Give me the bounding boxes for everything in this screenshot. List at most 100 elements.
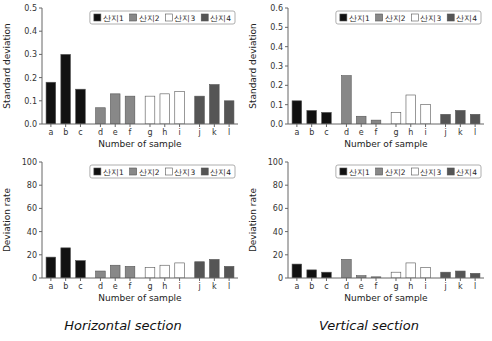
panel: 0.00.10.20.30.40.5abcdefghijklNumber of … xyxy=(2,4,238,149)
x-tick-label: j xyxy=(443,128,446,137)
y-tick-label: 0 xyxy=(32,274,37,283)
y-axis xyxy=(42,162,43,278)
x-tick-label: g xyxy=(147,128,152,137)
bar xyxy=(224,101,234,124)
x-axis xyxy=(42,278,238,279)
legend-swatch xyxy=(94,14,101,21)
legend-label: 산지1 xyxy=(349,168,370,177)
bar xyxy=(61,248,71,278)
legend-item: 산지2 xyxy=(130,168,160,177)
legend-box xyxy=(90,11,235,24)
x-tick-label: b xyxy=(309,282,314,291)
x-tick xyxy=(346,124,347,127)
x-tick xyxy=(475,278,476,281)
y-tick-label: 0.6 xyxy=(270,4,283,13)
x-tick xyxy=(130,278,131,281)
legend-item: 산지3 xyxy=(165,168,195,177)
x-tick-label: c xyxy=(324,128,328,137)
bars xyxy=(292,76,480,124)
x-tick-label: h xyxy=(408,128,413,137)
x-tick xyxy=(130,124,131,127)
y-tick-label: 80 xyxy=(27,181,37,190)
y-tick-label: 0.1 xyxy=(270,101,283,110)
bar xyxy=(145,96,155,124)
bar xyxy=(421,105,431,124)
x-tick xyxy=(214,278,215,281)
figure: 0.00.10.20.30.40.5abcdefghijklNumber of … xyxy=(0,0,492,341)
section-title: Horizontal section xyxy=(64,318,181,333)
x-tick xyxy=(80,278,81,281)
x-tick-label: d xyxy=(344,128,349,137)
legend-item: 산지1 xyxy=(94,168,124,177)
x-tick-label: l xyxy=(474,282,476,291)
x-tick xyxy=(376,124,377,127)
y-axis xyxy=(288,8,289,124)
bar xyxy=(210,259,220,278)
bar xyxy=(456,110,466,124)
x-tick-label: k xyxy=(458,282,463,291)
y-tick-label: 0.2 xyxy=(24,74,37,83)
bars xyxy=(46,248,234,278)
bar xyxy=(76,89,86,124)
y-tick-label: 100 xyxy=(268,158,283,167)
legend-label: 산지3 xyxy=(174,168,195,177)
legend-item: 산지2 xyxy=(130,14,160,23)
x-tick xyxy=(361,278,362,281)
x-tick xyxy=(115,278,116,281)
x-tick xyxy=(50,278,51,281)
x-tick xyxy=(296,124,297,127)
x-tick-label: e xyxy=(359,282,364,291)
x-tick-label: g xyxy=(393,128,398,137)
y-tick-label: 0.1 xyxy=(24,97,37,106)
x-tick-label: l xyxy=(228,282,230,291)
y-tick-label: 20 xyxy=(27,251,37,260)
legend-label: 산지2 xyxy=(139,14,160,23)
legend-label: 산지4 xyxy=(456,14,477,23)
x-tick-label: k xyxy=(212,282,217,291)
x-tick xyxy=(229,278,230,281)
x-tick-label: a xyxy=(294,128,299,137)
legend-swatch xyxy=(411,14,418,21)
legend-swatch xyxy=(165,168,172,175)
bar xyxy=(441,114,451,124)
legend-label: 산지2 xyxy=(385,14,406,23)
x-tick xyxy=(410,124,411,127)
x-tick xyxy=(425,124,426,127)
bar xyxy=(61,54,71,124)
x-tick xyxy=(149,278,150,281)
y-tick-label: 40 xyxy=(27,228,37,237)
legend: 산지1산지2산지3산지4 xyxy=(336,165,481,178)
y-tick-label: 0.0 xyxy=(270,120,283,129)
x-tick-label: h xyxy=(162,282,167,291)
x-axis-label: Number of sample xyxy=(344,139,428,149)
legend-label: 산지4 xyxy=(210,14,231,23)
legend-label: 산지3 xyxy=(174,14,195,23)
x-tick xyxy=(361,124,362,127)
y-axis-label: Deviation rate xyxy=(248,187,258,252)
bar xyxy=(224,266,234,278)
legend-swatch xyxy=(411,168,418,175)
bar xyxy=(96,108,106,124)
legend-label: 산지1 xyxy=(349,14,370,23)
legend-swatch xyxy=(376,168,383,175)
x-tick xyxy=(80,124,81,127)
bar xyxy=(322,112,332,124)
x-tick xyxy=(445,124,446,127)
legend-label: 산지4 xyxy=(210,168,231,177)
legend-item: 산지2 xyxy=(376,14,406,23)
x-tick xyxy=(475,124,476,127)
y-axis xyxy=(42,8,43,124)
x-tick-label: d xyxy=(344,282,349,291)
x-tick-label: a xyxy=(48,282,53,291)
y-tick-label: 0.4 xyxy=(24,27,37,36)
x-tick xyxy=(179,278,180,281)
legend-label: 산지3 xyxy=(420,168,441,177)
y-tick-label: 0 xyxy=(278,274,283,283)
legend-label: 산지2 xyxy=(139,168,160,177)
bar xyxy=(46,82,56,124)
bar xyxy=(210,85,220,124)
bar xyxy=(391,112,401,124)
x-tick-label: i xyxy=(424,282,426,291)
x-tick-label: h xyxy=(162,128,167,137)
bar xyxy=(76,261,86,278)
